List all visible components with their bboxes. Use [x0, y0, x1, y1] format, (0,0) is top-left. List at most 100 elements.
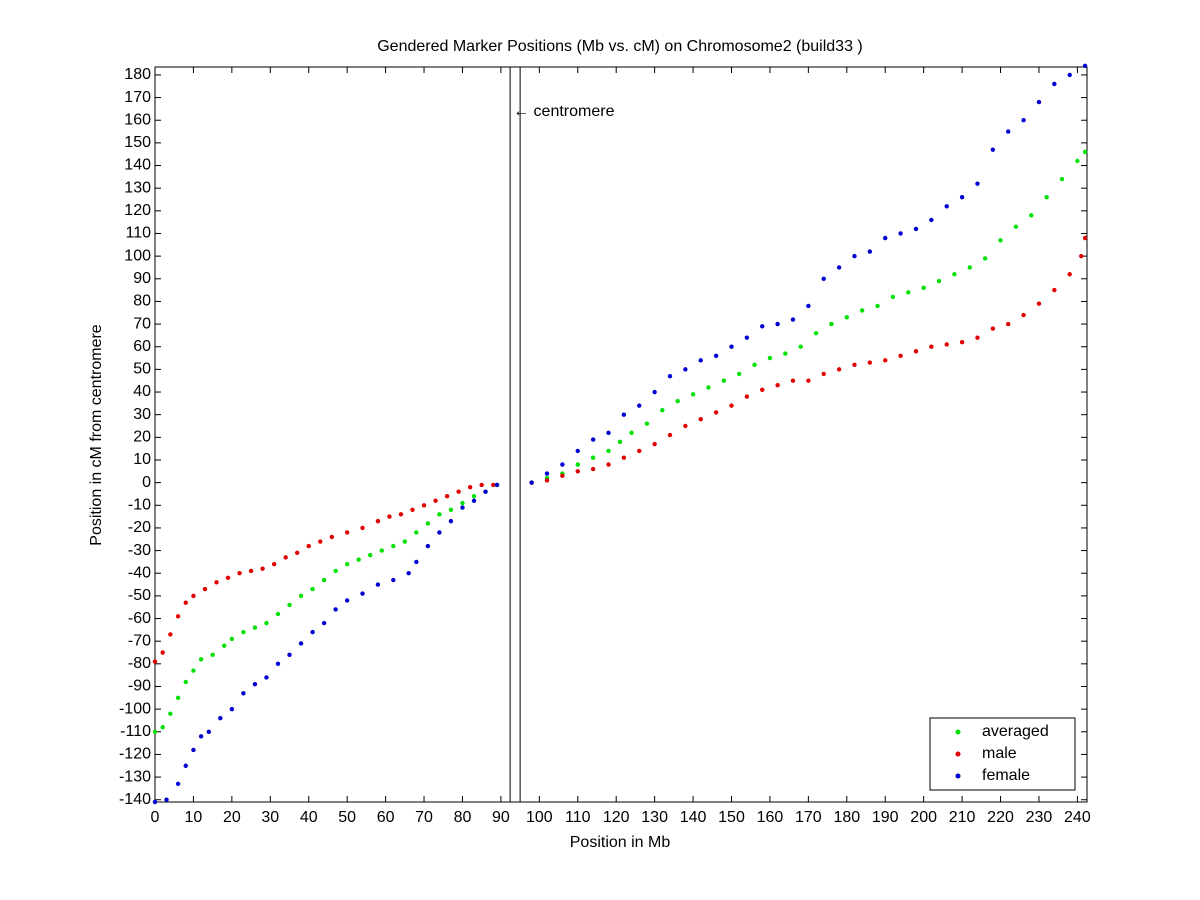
point — [191, 668, 196, 673]
point — [387, 514, 392, 519]
y-tick-label: -140 — [119, 791, 151, 808]
point — [198, 657, 204, 662]
y-tick-label: 110 — [125, 225, 151, 242]
point — [844, 315, 849, 320]
point — [1006, 321, 1011, 327]
point — [225, 575, 231, 580]
point — [644, 421, 650, 426]
point — [448, 518, 454, 524]
point — [229, 636, 235, 642]
legend-label: female — [982, 767, 1030, 784]
x-tick-label: 60 — [377, 809, 395, 826]
point — [1082, 63, 1088, 69]
point — [456, 489, 461, 494]
point — [160, 725, 165, 730]
point — [806, 303, 811, 309]
point — [264, 675, 269, 680]
y-tick-label: -120 — [119, 746, 151, 763]
y-tick-label: 100 — [124, 247, 151, 264]
chart-title: Gendered Marker Positions (Mb vs. cM) on… — [377, 38, 863, 55]
point — [360, 525, 365, 531]
point — [287, 602, 292, 608]
x-tick-label: 50 — [338, 809, 356, 826]
point — [617, 439, 623, 445]
point — [298, 641, 304, 646]
point — [152, 799, 158, 805]
point — [237, 571, 242, 576]
point — [652, 389, 657, 395]
y-tick-label: -70 — [128, 632, 151, 649]
point — [752, 362, 757, 368]
point — [590, 455, 596, 460]
y-tick-label: 0 — [142, 474, 151, 491]
y-tick-label: -90 — [128, 678, 151, 695]
point — [494, 482, 500, 488]
point — [402, 539, 408, 544]
point — [929, 344, 934, 349]
point — [744, 394, 750, 399]
y-tick-label: 30 — [133, 406, 151, 423]
point — [1052, 81, 1057, 87]
y-tick-label: -30 — [128, 542, 151, 559]
point — [183, 600, 188, 605]
point — [1082, 235, 1088, 241]
point — [491, 482, 496, 488]
point — [767, 355, 773, 361]
point — [637, 448, 642, 454]
y-tick-label: 10 — [133, 451, 151, 468]
point — [310, 586, 315, 592]
point — [360, 591, 365, 596]
legend-label: averaged — [982, 723, 1049, 740]
point — [921, 285, 926, 291]
point — [471, 494, 477, 499]
point — [152, 659, 158, 664]
point — [967, 265, 972, 270]
point — [437, 512, 442, 517]
y-tick-label: 130 — [124, 179, 151, 196]
point — [660, 407, 665, 413]
y-tick-label: -20 — [128, 519, 151, 536]
point — [736, 371, 742, 377]
y-tick-label: -100 — [119, 700, 151, 717]
point — [836, 367, 842, 372]
point — [575, 448, 580, 454]
point — [264, 620, 269, 626]
point — [241, 629, 246, 635]
point — [218, 715, 223, 721]
point — [690, 392, 696, 397]
point — [483, 489, 488, 494]
point — [1036, 301, 1042, 306]
point — [1044, 195, 1049, 200]
point — [990, 326, 996, 331]
point — [275, 661, 281, 667]
y-tick-label: 70 — [133, 315, 151, 332]
point — [1006, 129, 1011, 134]
point — [667, 373, 673, 379]
x-tick-label: 10 — [185, 809, 203, 826]
point — [175, 614, 181, 619]
x-tick-label: 20 — [223, 809, 241, 826]
point — [206, 729, 212, 734]
point — [229, 706, 235, 712]
point — [913, 349, 919, 354]
point — [675, 398, 680, 404]
point — [375, 518, 381, 524]
y-tick-label: -50 — [128, 587, 151, 604]
point — [275, 611, 281, 617]
point — [560, 462, 565, 467]
point — [829, 321, 834, 327]
point — [783, 351, 788, 356]
point — [637, 403, 642, 408]
point — [1079, 253, 1084, 259]
point — [821, 276, 826, 281]
point — [1052, 287, 1057, 293]
y-tick-label: -80 — [128, 655, 151, 672]
point — [760, 324, 765, 329]
y-tick-label: 120 — [124, 202, 151, 219]
point — [202, 586, 208, 592]
point — [306, 543, 311, 549]
point — [975, 335, 980, 340]
x-tick-label: 180 — [833, 809, 860, 826]
point — [271, 561, 277, 567]
